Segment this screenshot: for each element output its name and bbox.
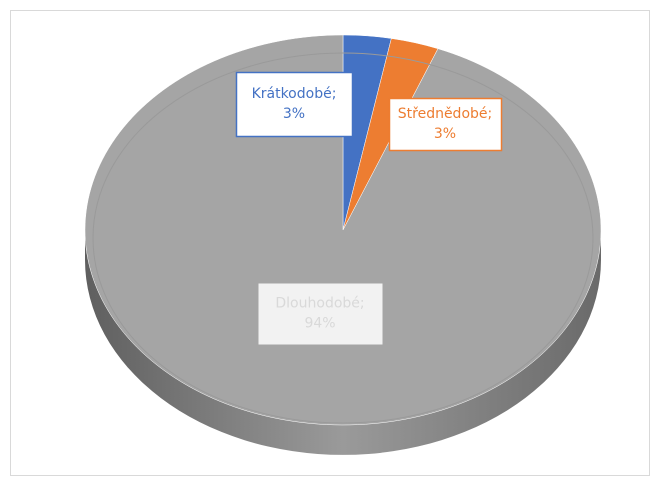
category-label: Krátkodobé; (252, 86, 337, 102)
data-label: 94% (304, 316, 335, 332)
data-label-box (235, 71, 354, 138)
data-label-box (388, 97, 503, 152)
category-label: Střednědobé; (398, 106, 492, 122)
data-label-box (258, 283, 383, 345)
data-label: 3% (283, 106, 305, 122)
pie-rim (92, 52, 594, 424)
data-label: 3% (434, 126, 456, 142)
category-label: Dlouhodobé; (275, 296, 364, 312)
